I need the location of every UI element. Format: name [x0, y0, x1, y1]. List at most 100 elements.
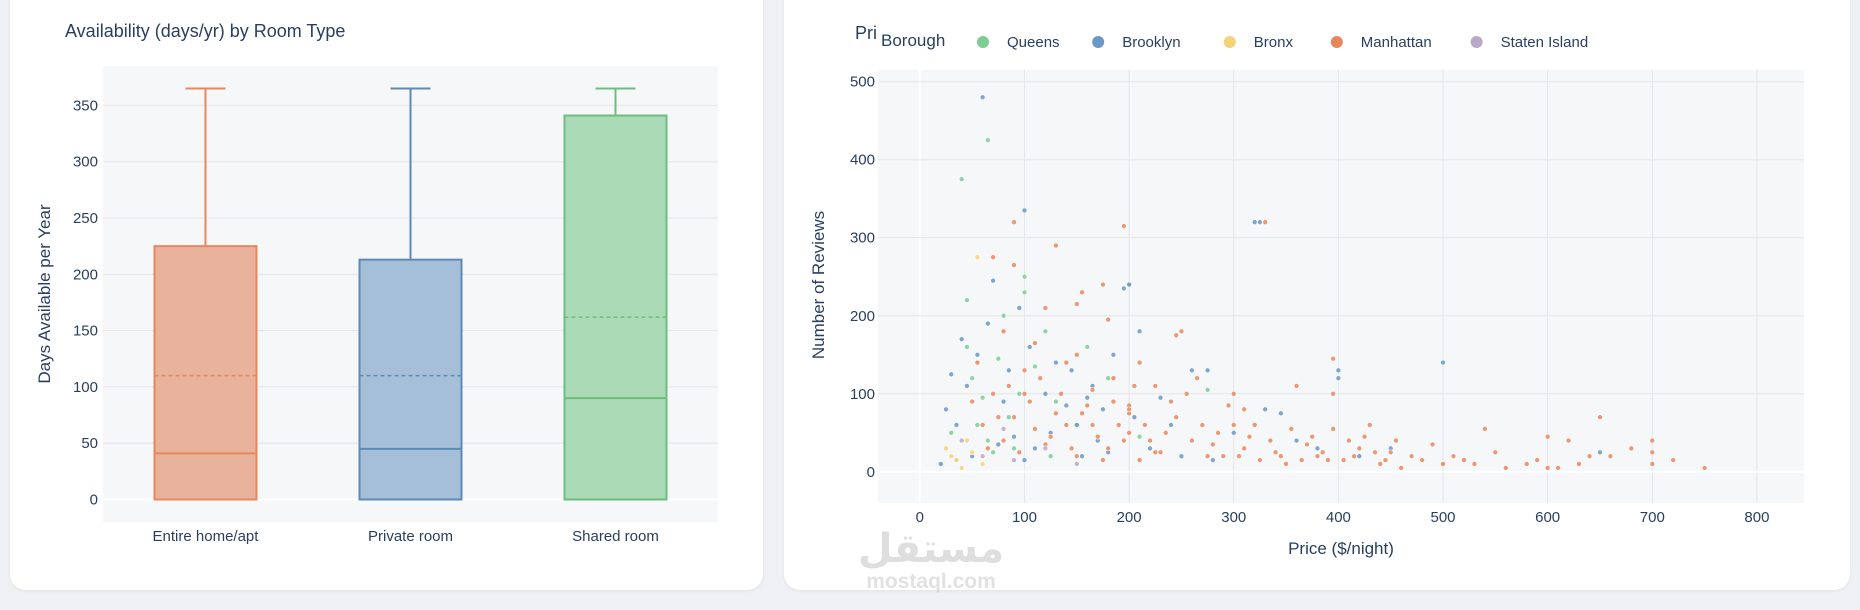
- box-x-tick-label: Private room: [368, 528, 453, 545]
- scatter-point: [1105, 445, 1111, 452]
- scatter-point: [969, 398, 975, 405]
- scatter-point: [1346, 437, 1352, 444]
- scatter-point: [1502, 465, 1509, 471]
- scatter-point: [1267, 437, 1274, 444]
- box-tick-labels: 0 50 100 150 200 250 300 350 Entire home/apt Priv…: [73, 97, 659, 545]
- scatter-point: [1121, 223, 1127, 229]
- scatter-point: [1246, 433, 1253, 440]
- scatter-point: [1670, 457, 1677, 463]
- scatter-point: [1204, 367, 1211, 374]
- scatter-point: [1298, 457, 1305, 463]
- legend-item: Brooklyn: [1122, 34, 1180, 51]
- scatter-point: [1011, 457, 1017, 463]
- scatter-point: [1576, 461, 1582, 467]
- scatter-point: [1026, 344, 1033, 350]
- scatter-point: [1000, 426, 1007, 432]
- scatter-point: [1005, 367, 1012, 374]
- scatter-point: [1387, 449, 1394, 456]
- scatter-point: [1398, 465, 1404, 471]
- scatter-point: [1105, 375, 1111, 381]
- scatter-point: [1032, 426, 1038, 432]
- scatter-y-tick-label: 500: [850, 74, 875, 91]
- scatter-point: [1021, 367, 1028, 374]
- scatter-point: [1000, 398, 1007, 405]
- scatter-point: [974, 351, 981, 358]
- box-iqr: [153, 245, 258, 501]
- scatter-point: [1100, 406, 1106, 413]
- scatter-point: [1168, 398, 1174, 405]
- scatter-point: [1544, 465, 1551, 471]
- scatter-point: [1236, 453, 1242, 459]
- scatter-point: [979, 94, 986, 101]
- scatter-point: [985, 137, 991, 144]
- scatter-point: [1272, 449, 1279, 456]
- box-y-tick-label: 300: [73, 154, 98, 171]
- scatter-y-tick-label: 100: [850, 386, 875, 403]
- scatter-point: [1152, 383, 1159, 389]
- scatter-point: [1053, 359, 1059, 366]
- scatter-point: [1278, 453, 1284, 459]
- scatter-point: [1131, 383, 1138, 389]
- scatter-point: [1168, 422, 1174, 428]
- scatter-point: [995, 414, 1002, 420]
- scatter-point: [1079, 453, 1085, 459]
- scatter-point: [1304, 441, 1310, 448]
- scatter-point: [1393, 437, 1399, 444]
- scatter-point: [1021, 289, 1028, 296]
- scatter-point: [1330, 426, 1336, 432]
- scatter-point: [990, 449, 996, 456]
- scatter-point: [1000, 328, 1007, 335]
- scatter-x-tick-label: 200: [1117, 509, 1142, 526]
- scatter-point: [1330, 355, 1336, 362]
- scatter-point: [1440, 359, 1446, 366]
- scatter-point: [1121, 437, 1127, 444]
- box-plot-title: Availability (days/yr) by Room Type: [65, 21, 345, 41]
- scatter-point: [1351, 453, 1357, 459]
- scatter-point: [948, 371, 955, 378]
- scatter-point: [1074, 453, 1080, 459]
- scatter-point: [1408, 453, 1415, 459]
- scatter-point: [964, 344, 970, 350]
- scatter-point: [1011, 433, 1017, 440]
- scatter-point: [1293, 383, 1300, 389]
- box-y-tick-label: 350: [73, 97, 98, 114]
- scatter-x-tick-label: 0: [916, 509, 924, 526]
- scatter-point: [1523, 461, 1530, 467]
- scatter-point: [1016, 390, 1023, 397]
- scatter-point: [1309, 433, 1316, 440]
- scatter-point: [1319, 449, 1326, 456]
- scatter-point: [1011, 414, 1017, 420]
- scatter-x-tick-label: 800: [1744, 509, 1769, 526]
- watermark-logo: مستقل mostaql.com: [846, 528, 1016, 598]
- scatter-point: [1225, 402, 1232, 409]
- box-y-axis-title: Days Available per Year: [35, 204, 54, 384]
- legend-marker: [1330, 36, 1343, 48]
- scatter-point: [964, 383, 970, 389]
- scatter-point: [1283, 461, 1289, 467]
- scatter-point: [1628, 445, 1635, 452]
- scatter-point: [1335, 375, 1342, 381]
- scatter-point: [1063, 359, 1070, 366]
- scatter-point: [1136, 457, 1143, 463]
- scatter-point: [1194, 375, 1200, 381]
- scatter-point: [1142, 422, 1148, 428]
- scatter-point: [1147, 445, 1153, 452]
- scatter-point: [1257, 457, 1263, 463]
- scatter-point: [1011, 262, 1017, 268]
- scatter-point: [1136, 359, 1143, 366]
- scatter-point: [1278, 410, 1284, 417]
- scatter-point: [979, 461, 986, 467]
- scatter-point: [1053, 242, 1059, 249]
- legend-item: Staten Island: [1501, 34, 1589, 51]
- scatter-point: [953, 457, 960, 463]
- scatter-point: [1053, 410, 1059, 417]
- scatter-point: [1262, 219, 1268, 225]
- scatter-point: [1210, 457, 1216, 463]
- scatter-point: [1079, 410, 1085, 417]
- legend-marker: [1470, 36, 1483, 48]
- scatter-point: [1382, 457, 1389, 463]
- scatter-x-tick-label: 100: [1012, 509, 1037, 526]
- scatter-point: [1471, 461, 1478, 467]
- scatter-point: [1586, 453, 1593, 459]
- scatter-point: [1068, 367, 1075, 374]
